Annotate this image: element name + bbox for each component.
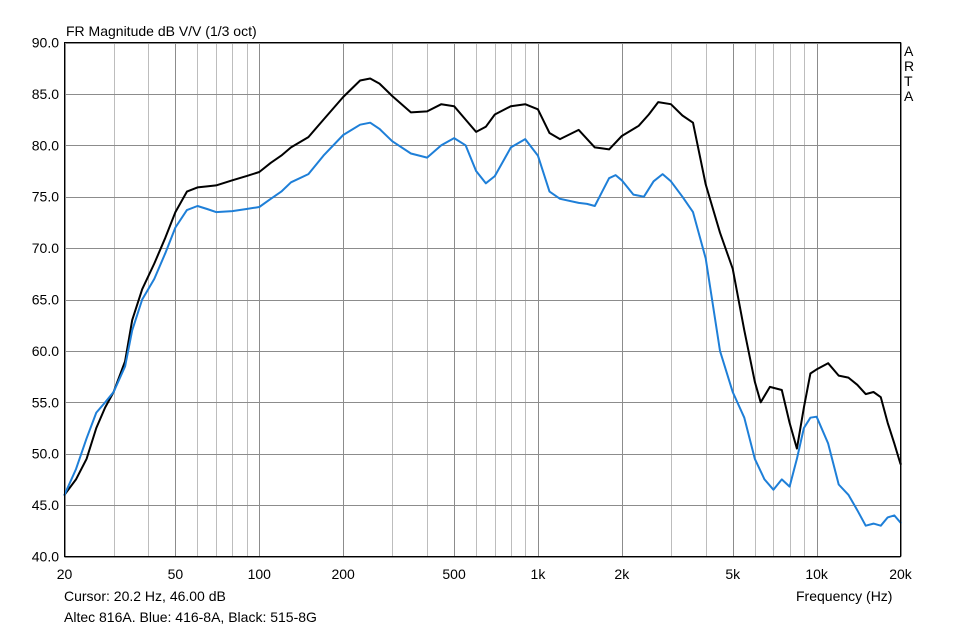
y-tick-label: 80.0 [32,137,59,153]
chart-title: FR Magnitude dB V/V (1/3 oct) [66,23,257,39]
series-line-black [63,77,902,496]
x-tick-label: 50 [168,566,184,582]
y-tick-label: 45.0 [32,497,59,513]
x-tick-label: 10k [805,566,829,582]
measurement-note: Altec 816A. Blue: 416-8A, Black: 515-8G [64,609,317,625]
x-tick-label: 20k [889,566,913,582]
x-tick-label: 200 [331,566,355,582]
y-tick-labels: 40.0 45.0 50.0 55.0 60.0 65.0 70.0 75.0 80.0 85.0… [32,35,59,565]
y-tick-label: 50.0 [32,446,59,462]
x-tick-label: 1k [531,566,547,582]
x-tick-label: 20 [57,566,73,582]
y-tick-label: 40.0 [32,549,59,565]
y-tick-label: 85.0 [32,86,59,102]
x-tick-label: 500 [442,566,466,582]
x-axis-label: Frequency (Hz) [796,588,892,604]
y-tick-label: 75.0 [32,189,59,205]
series-line-blue [63,121,902,527]
y-tick-label: 65.0 [32,292,59,308]
y-tick-label: 55.0 [32,394,59,410]
watermark-letter: R [904,58,914,74]
plot-frame [64,42,901,557]
y-tick-label: 70.0 [32,240,59,256]
grid [64,42,902,558]
cursor-readout: Cursor: 20.2 Hz, 46.00 dB [64,588,226,604]
x-tick-label: 2k [614,566,630,582]
y-tick-label: 60.0 [32,343,59,359]
x-tick-labels: 20 50 100 200 500 1k 2k 5k 10k 20k [57,566,913,582]
x-tick-label: 5k [725,566,741,582]
series-group [63,77,902,527]
watermark-letter: A [904,88,914,104]
watermark-letter: T [904,73,913,89]
x-tick-label: 100 [248,566,272,582]
watermark-letter: A [904,43,914,59]
y-tick-label: 90.0 [32,35,59,51]
